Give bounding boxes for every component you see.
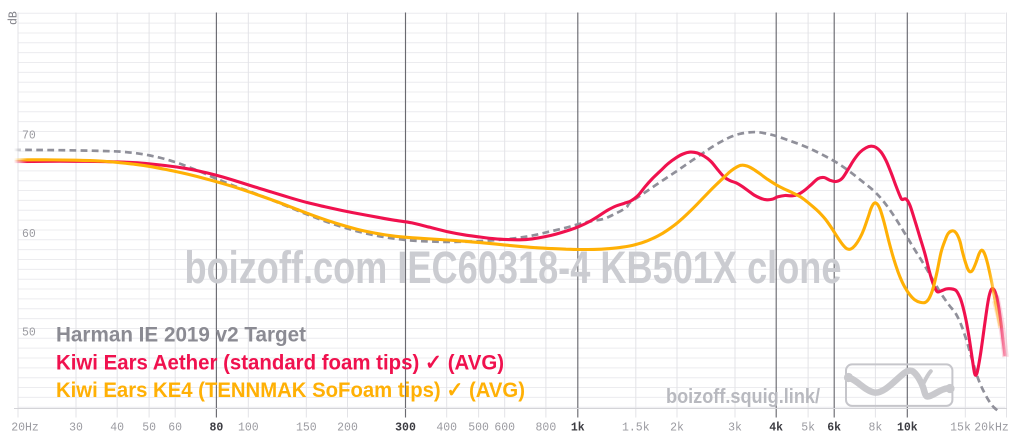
svg-text:20Hz: 20Hz [11,422,39,435]
svg-text:500: 500 [468,422,489,435]
svg-text:300: 300 [395,422,416,435]
svg-text:70: 70 [22,130,36,143]
svg-text:20kHz: 20kHz [974,422,1009,435]
svg-text:boizoff.squig.link/: boizoff.squig.link/ [666,385,820,408]
svg-text:800: 800 [536,422,557,435]
svg-text:400: 400 [436,422,457,435]
svg-text:1.5k: 1.5k [622,422,650,435]
svg-text:8k: 8k [868,422,882,435]
svg-text:30: 30 [69,422,83,435]
svg-text:150: 150 [296,422,317,435]
svg-text:boizoff.com IEC60318-4 KB501X: boizoff.com IEC60318-4 KB501X clone [185,242,842,293]
svg-text:Kiwi Ears Aether (standard foa: Kiwi Ears Aether (standard foam tips) ✓ … [56,350,504,374]
svg-text:Harman IE 2019 v2 Target: Harman IE 2019 v2 Target [56,323,306,347]
svg-text:5k: 5k [801,422,815,435]
svg-text:Kiwi Ears KE4 (TENNMAK SoFoam: Kiwi Ears KE4 (TENNMAK SoFoam tips) ✓ (A… [56,378,525,402]
svg-text:60: 60 [22,228,36,241]
svg-text:50: 50 [22,327,36,340]
svg-text:3k: 3k [728,422,742,435]
svg-text:dB: dB [8,11,21,25]
svg-text:2k: 2k [670,422,684,435]
svg-text:40: 40 [110,422,124,435]
svg-text:60: 60 [168,422,182,435]
svg-text:15k: 15k [950,422,971,435]
svg-text:6k: 6k [827,422,841,435]
svg-text:80: 80 [209,422,223,435]
svg-text:200: 200 [337,422,358,435]
svg-text:4k: 4k [769,422,783,435]
svg-text:10k: 10k [897,422,918,435]
svg-text:600: 600 [494,422,515,435]
svg-text:50: 50 [142,422,156,435]
svg-text:100: 100 [238,422,259,435]
svg-text:1k: 1k [571,422,585,435]
